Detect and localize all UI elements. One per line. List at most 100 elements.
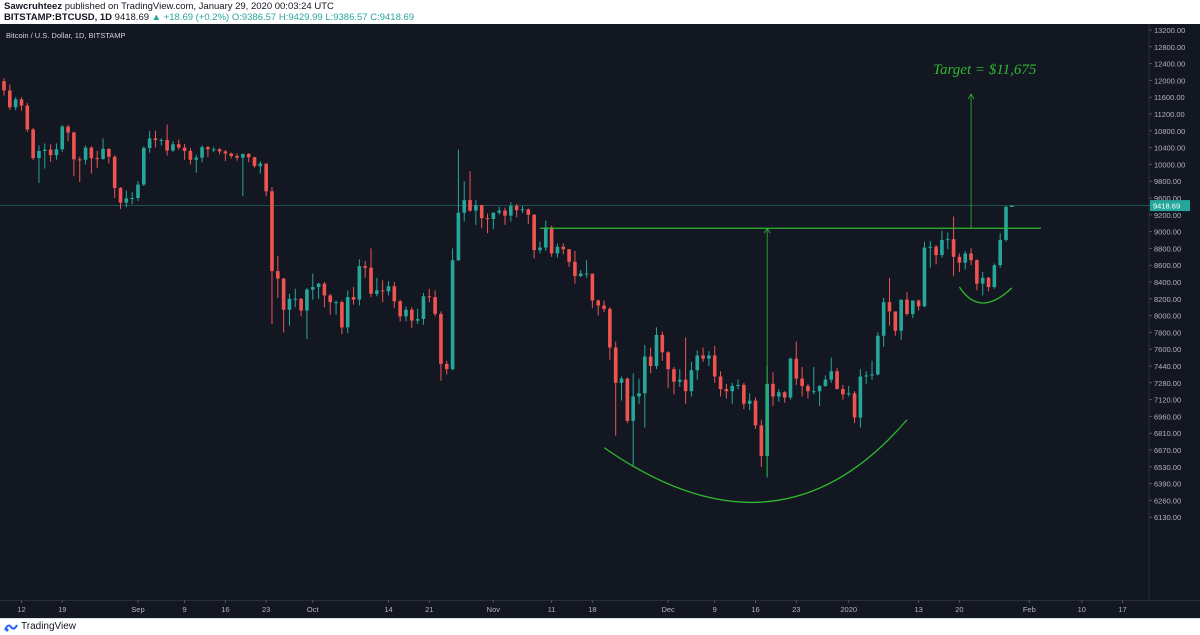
candle-body (165, 140, 169, 151)
candle-body (712, 355, 717, 377)
candle (77, 156, 82, 183)
candle-body (811, 391, 816, 393)
candle (299, 297, 303, 317)
candle-body (876, 335, 880, 375)
candle (841, 384, 845, 400)
candle-body (229, 153, 234, 156)
price-tick-label: 9600.00 (1154, 194, 1181, 203)
candle-body (340, 302, 344, 328)
time-tick-label: 21 (425, 605, 433, 614)
candle-body (246, 153, 251, 158)
candle-body (72, 132, 76, 160)
candle-body (980, 277, 985, 284)
candle-body (777, 392, 781, 397)
candle-body (864, 375, 869, 377)
candle-body (241, 153, 245, 158)
candle (817, 384, 822, 406)
candle-body (730, 385, 735, 392)
candle (689, 361, 694, 397)
candle (736, 379, 740, 390)
candle (509, 202, 513, 222)
candle-body (351, 297, 356, 300)
candle (439, 311, 443, 381)
candle-body (392, 286, 397, 302)
chart-area[interactable]: 13200.00 12800.00 12400.00 12000.00 11600.00… (0, 24, 1200, 618)
candle-body (136, 184, 140, 198)
candle (142, 146, 146, 187)
candle (707, 351, 711, 366)
author-name[interactable]: Sawcruhteez (4, 1, 63, 12)
candle-body (596, 300, 601, 306)
candle-body (503, 210, 507, 216)
candle (491, 212, 496, 230)
candle (60, 124, 65, 152)
candle-body (643, 356, 647, 394)
candle (514, 203, 519, 218)
candle-body (841, 389, 845, 395)
price-chart[interactable]: 13200.00 12800.00 12400.00 12000.00 11600.00… (0, 24, 1200, 618)
candle-body (182, 147, 187, 151)
candle-body (969, 253, 973, 261)
candle-body (474, 205, 478, 211)
candle (456, 149, 461, 261)
candle (520, 205, 525, 214)
candle-body (54, 149, 59, 156)
candle-body (660, 334, 665, 353)
price-tick-label: 10800.00 (1154, 127, 1185, 136)
price-tick-label: 6260.00 (1154, 496, 1181, 505)
candle (654, 327, 659, 370)
candle-body (893, 311, 898, 331)
candle (578, 270, 583, 277)
candle (934, 245, 938, 265)
candle-body (281, 278, 286, 310)
price-axis[interactable]: 13200.00 12800.00 12400.00 12000.00 11600.00… (1149, 26, 1185, 522)
candle (107, 148, 111, 164)
time-tick-label: 9 (183, 605, 187, 614)
candle (747, 393, 752, 411)
footer: TradingView (0, 618, 1200, 635)
candle-body (928, 246, 933, 248)
candle (643, 345, 647, 428)
price-tick-label: 8600.00 (1154, 261, 1181, 270)
time-tick-label: 9 (713, 605, 717, 614)
price-tick-label: 13200.00 (1154, 26, 1185, 35)
time-axis[interactable]: 12 19 Sep 9 16 23 Oct 14 21 Nov 11 18 Dec 9 16 23 2020 13… (17, 600, 1127, 614)
candle-body (666, 352, 670, 370)
candle (112, 155, 117, 198)
candle-body (380, 290, 385, 292)
candle (660, 331, 665, 361)
time-tick-label: 20 (955, 605, 963, 614)
candle (83, 145, 88, 165)
candle-body (211, 149, 216, 151)
candle (782, 391, 787, 403)
candle-body (275, 271, 280, 279)
candle-body (334, 302, 338, 304)
candle-body (788, 358, 793, 398)
candle-body (992, 265, 997, 288)
cup-curve (603, 419, 908, 504)
last-price: 9418.69 (114, 12, 150, 23)
candle-body (118, 187, 123, 203)
candle-body (602, 305, 606, 309)
candle (753, 397, 758, 429)
price-tick-label: 7120.00 (1154, 396, 1181, 405)
candle-body (555, 246, 560, 254)
tradingview-brand[interactable]: TradingView (4, 621, 76, 632)
candle-body (683, 379, 688, 392)
symbol-label: Bitcoin / U.S. Dollar, 1D, BITSTAMP (6, 31, 125, 40)
candle (275, 255, 280, 298)
candle (718, 371, 723, 397)
candle-body (951, 239, 956, 257)
candle-body (543, 227, 548, 248)
candle (281, 277, 286, 333)
candle-body (759, 425, 764, 456)
candle-body (526, 209, 531, 215)
candle (619, 376, 624, 401)
candle-body (695, 355, 700, 371)
candle (771, 372, 775, 406)
candle (316, 282, 321, 299)
candle-body (66, 126, 70, 133)
candle-body (101, 148, 105, 159)
candle (1010, 205, 1014, 207)
candle-body (910, 300, 915, 314)
